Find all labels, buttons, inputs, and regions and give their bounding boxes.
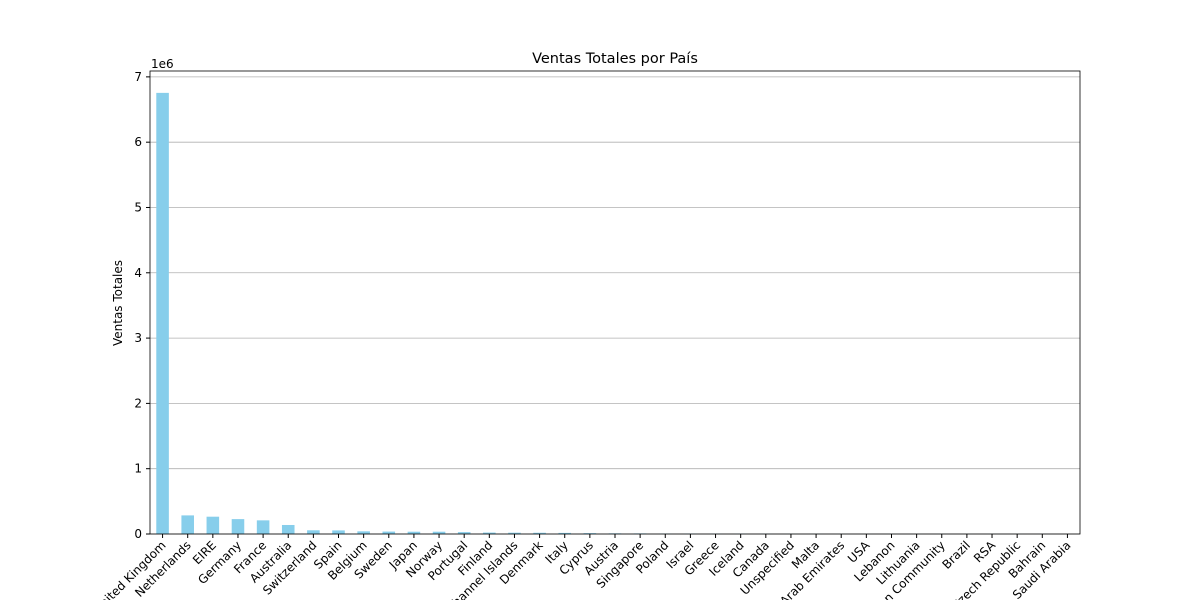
y-offset-label: 1e6	[151, 57, 174, 71]
bar	[307, 530, 320, 534]
chart-title: Ventas Totales por País	[532, 51, 698, 67]
bar	[332, 530, 345, 534]
bar	[357, 531, 370, 534]
bar	[508, 532, 521, 534]
bar	[206, 516, 220, 534]
x-tick-label: Brazil	[939, 538, 973, 572]
y-tick-label: 4	[134, 266, 142, 280]
plot-frame	[149, 70, 1081, 535]
bar	[483, 532, 496, 534]
bar	[256, 520, 270, 534]
bar	[457, 532, 471, 534]
y-axis-label: Ventas Totales	[111, 260, 125, 346]
bar	[281, 524, 295, 534]
bar	[231, 519, 245, 534]
bar	[156, 92, 169, 534]
y-tick-label: 7	[134, 70, 142, 84]
bar	[382, 531, 396, 534]
bar	[583, 533, 597, 534]
y-tick-label: 2	[134, 396, 142, 410]
bar	[407, 531, 421, 534]
y-tick-label: 5	[134, 200, 142, 214]
y-tick-label: 0	[134, 527, 142, 541]
bar	[558, 532, 572, 534]
bar	[432, 531, 446, 534]
y-tick-label: 6	[134, 135, 142, 149]
y-tick-label: 1	[134, 462, 142, 476]
bar	[533, 532, 546, 534]
y-tick-label: 3	[134, 331, 142, 345]
bar	[181, 515, 194, 534]
